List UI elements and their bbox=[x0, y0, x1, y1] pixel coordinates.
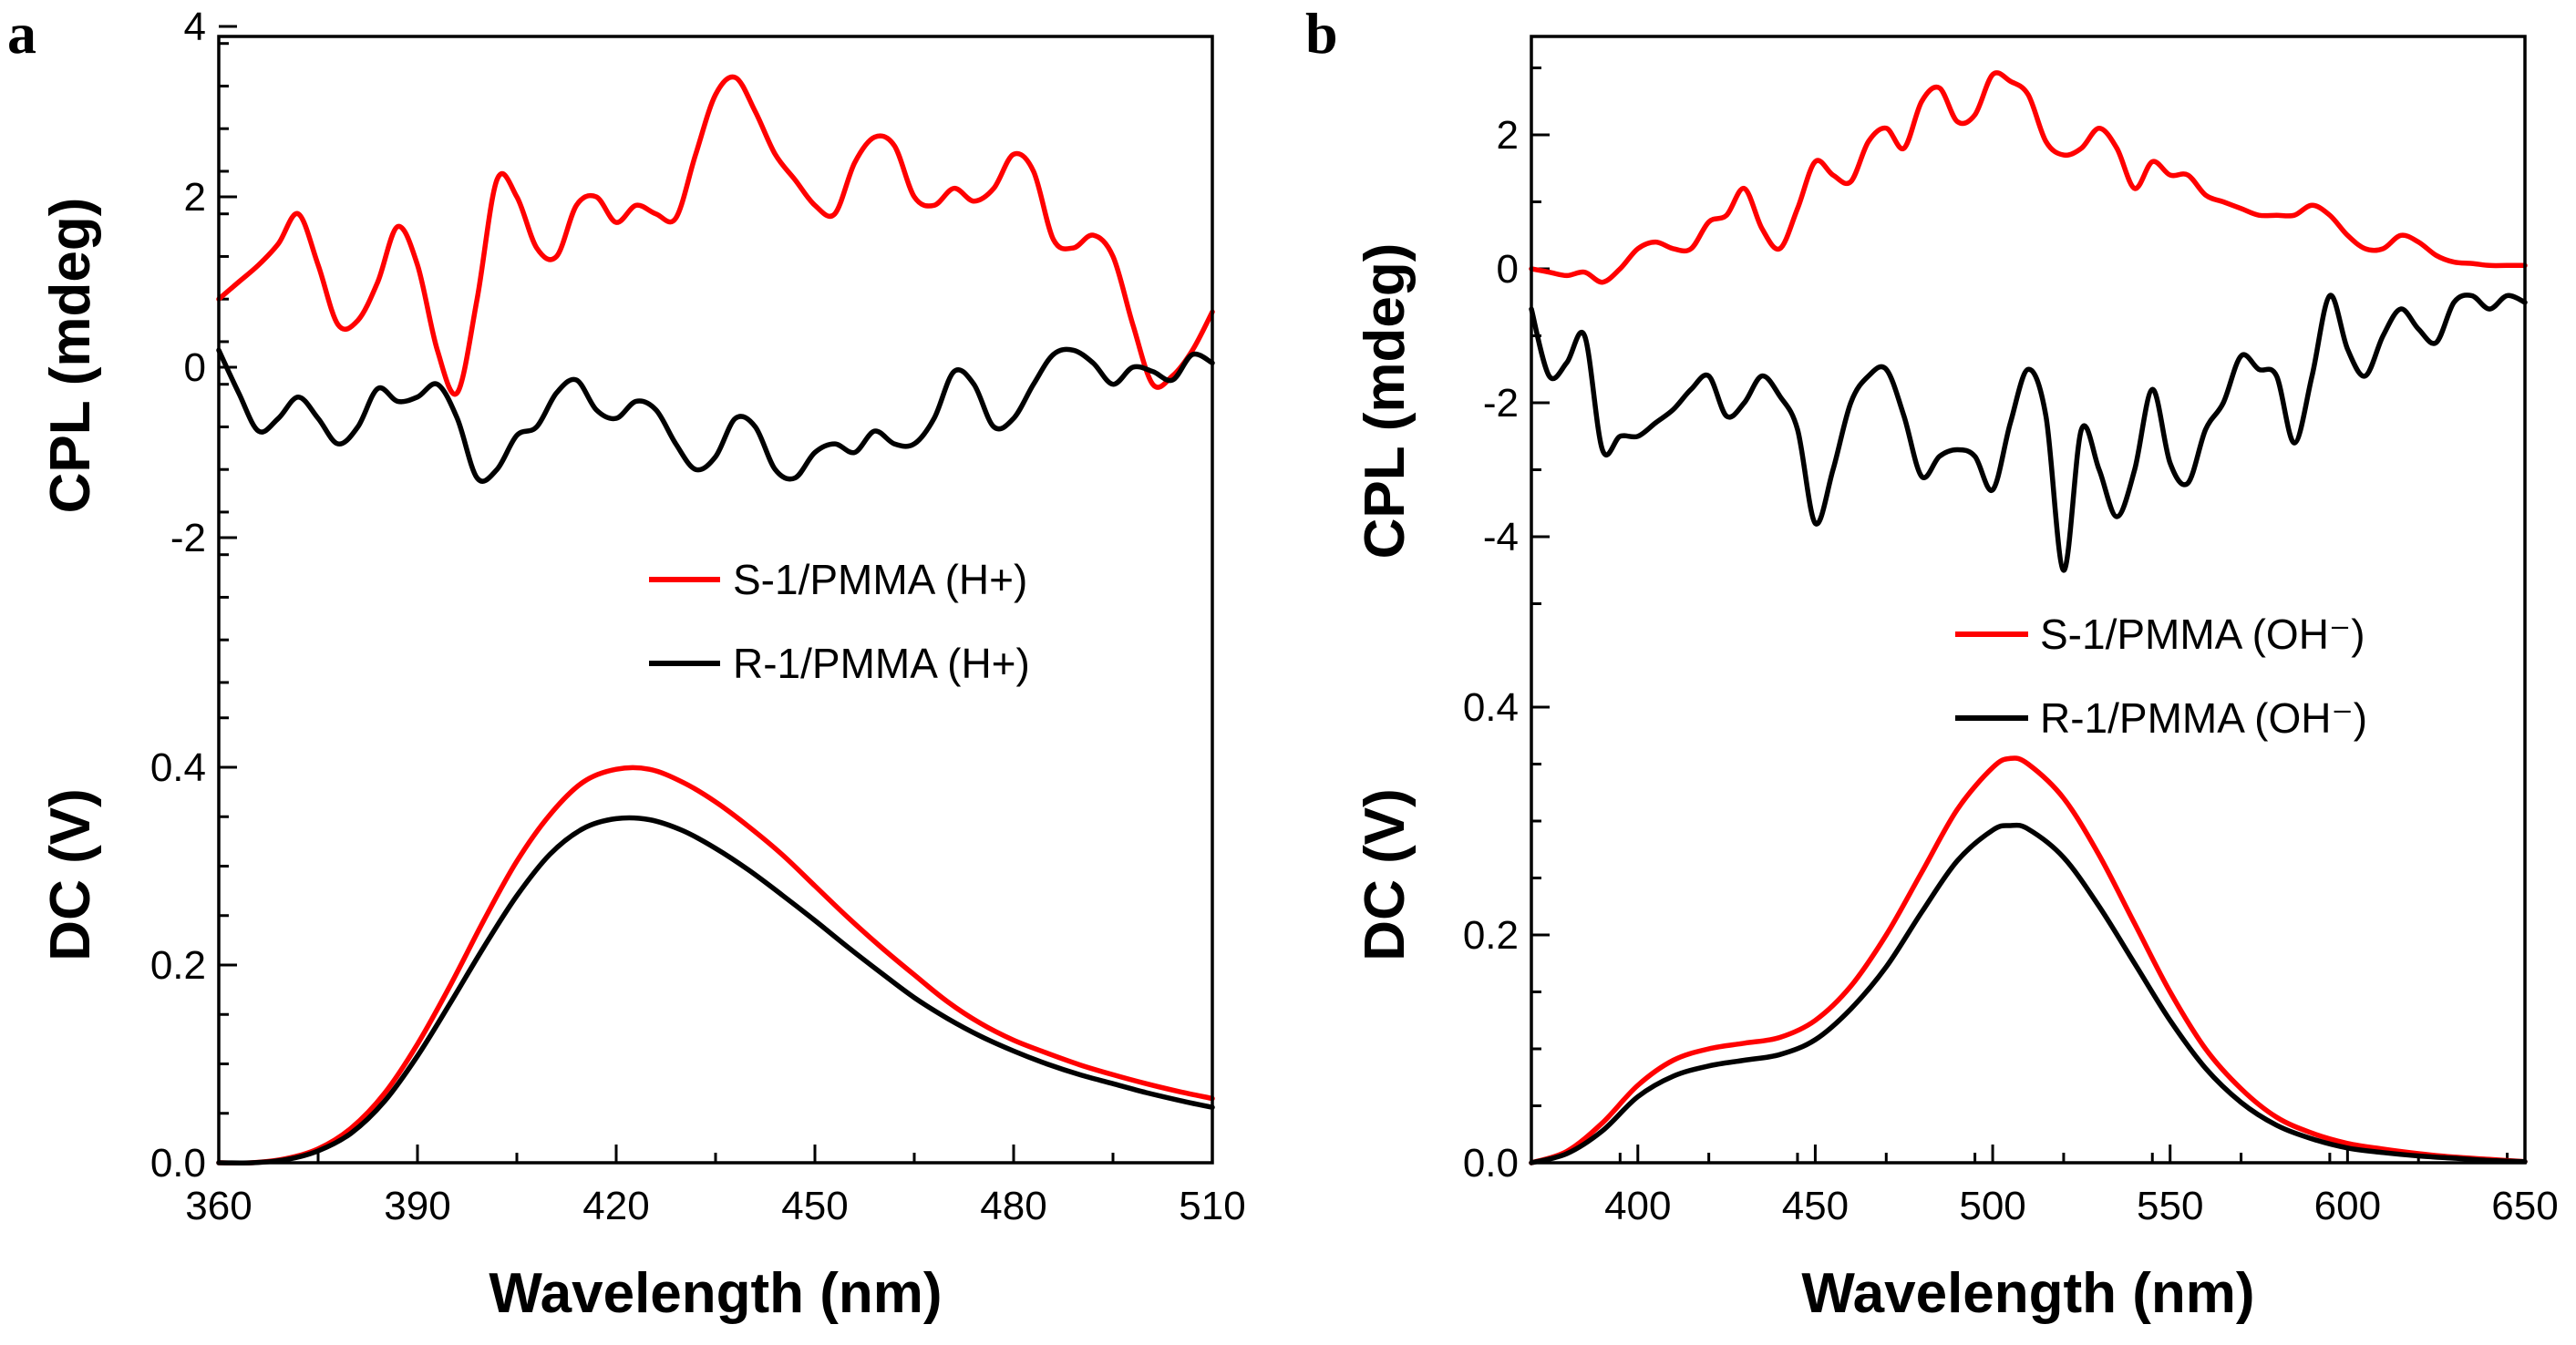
x-tick-label: 390 bbox=[384, 1184, 450, 1228]
x-tick-label: 450 bbox=[1782, 1184, 1849, 1228]
dc-tick-label: 0.2 bbox=[150, 943, 206, 988]
panel-b-legend: S-1/PMMA (OH⁻) R-1/PMMA (OH⁻) bbox=[1955, 611, 2367, 742]
series-line-1-3 bbox=[1529, 822, 2528, 1165]
series-line-0-0 bbox=[216, 74, 1215, 397]
cpl-tick-label: 2 bbox=[184, 175, 206, 220]
cpl-tick-label: 4 bbox=[184, 5, 206, 49]
panel-b-lines bbox=[1529, 70, 2528, 1165]
panel-b-ticks: 400 450 500 550 600 650 2 0 -2 -4 0.4 0.2 0.0 bbox=[1463, 67, 2559, 1228]
dc-tick-label: 0.4 bbox=[1463, 685, 1519, 730]
panel-b-label: b bbox=[1305, 1, 1338, 66]
cpl-tick-label: 0 bbox=[184, 345, 206, 390]
panel-b-ylabel-cpl: CPL (mdeg) bbox=[1354, 243, 1417, 560]
x-tick-label: 400 bbox=[1604, 1184, 1671, 1228]
x-tick-label: 650 bbox=[2491, 1184, 2558, 1228]
legend-label-s-b: S-1/PMMA (OH⁻) bbox=[2040, 611, 2365, 658]
dc-tick-label: 0.4 bbox=[150, 745, 206, 790]
panel-a-label: a bbox=[7, 1, 36, 66]
legend-label-r-b: R-1/PMMA (OH⁻) bbox=[2040, 694, 2367, 742]
x-tick-label: 550 bbox=[2137, 1184, 2203, 1228]
x-tick-label: 510 bbox=[1179, 1184, 1245, 1228]
series-line-1-1 bbox=[1529, 293, 2528, 573]
cpl-tick-label: -4 bbox=[1483, 515, 1519, 560]
cpl-tick-label: -2 bbox=[170, 516, 206, 560]
panel-b: b 400 450 500 550 600 650 2 0 -2 -4 0.4 0.2 0.0 CPL … bbox=[1305, 1, 2559, 1325]
x-tick-label: 480 bbox=[980, 1184, 1046, 1228]
cpl-tick-label: 2 bbox=[1497, 113, 1519, 158]
x-tick-label: 420 bbox=[582, 1184, 649, 1228]
x-tick-label: 500 bbox=[1959, 1184, 2025, 1228]
series-line-1-2 bbox=[1529, 755, 2528, 1165]
panel-a-xlabel: Wavelength (nm) bbox=[489, 1262, 942, 1325]
series-line-0-2 bbox=[216, 765, 1215, 1166]
legend-label-s: S-1/PMMA (H+) bbox=[733, 556, 1027, 603]
panel-b-frame bbox=[1530, 35, 2527, 1165]
panel-b-xlabel: Wavelength (nm) bbox=[1801, 1262, 2254, 1325]
x-tick-label: 360 bbox=[185, 1184, 252, 1228]
cpl-tick-label: 0 bbox=[1497, 247, 1519, 292]
panel-a-ylabel-dc: DC (V) bbox=[39, 788, 102, 960]
dc-tick-label: 0.2 bbox=[1463, 913, 1519, 958]
cpl-tick-label: -2 bbox=[1483, 381, 1519, 426]
series-line-0-3 bbox=[216, 815, 1215, 1165]
series-line-1-0 bbox=[1529, 70, 2528, 285]
dc-tick-label: 0.0 bbox=[150, 1141, 206, 1186]
x-tick-label: 450 bbox=[781, 1184, 848, 1228]
panel-a-lines bbox=[216, 74, 1215, 1166]
x-tick-label: 600 bbox=[2314, 1184, 2381, 1228]
legend-label-r: R-1/PMMA (H+) bbox=[733, 640, 1030, 687]
dc-tick-label: 0.0 bbox=[1463, 1141, 1519, 1186]
panel-a-frame bbox=[217, 35, 1214, 1165]
panel-a-legend: S-1/PMMA (H+) R-1/PMMA (H+) bbox=[649, 556, 1030, 687]
panel-a-ylabel-cpl: CPL (mdeg) bbox=[39, 198, 102, 514]
panel-b-ylabel-dc: DC (V) bbox=[1354, 788, 1417, 960]
series-line-0-1 bbox=[216, 346, 1215, 484]
